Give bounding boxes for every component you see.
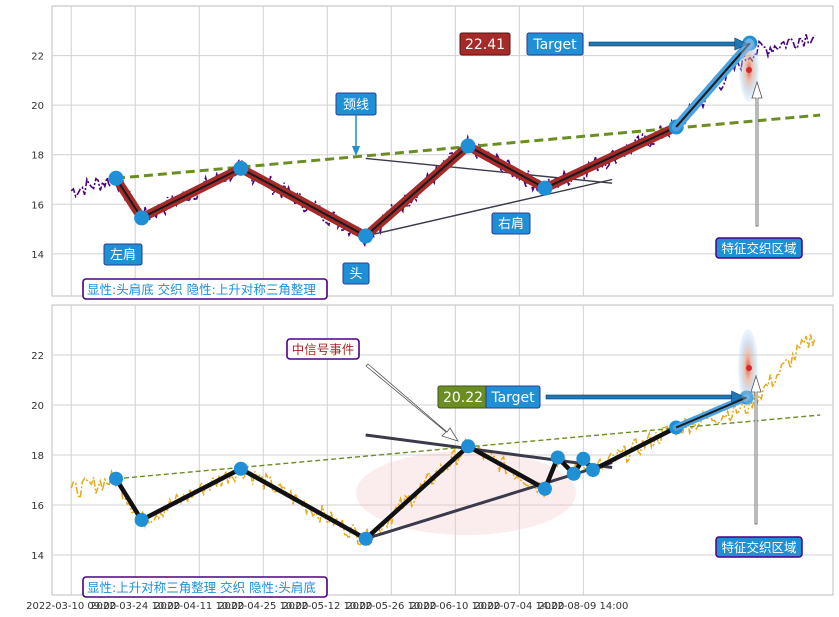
- top-target-arrow: [588, 37, 755, 132]
- top-feature-zone-callout: 特征交织区域: [715, 80, 803, 259]
- bottom-target-badge: Target: [485, 385, 541, 409]
- bottom-feature-zone-label: 特征交织区域: [721, 540, 796, 555]
- bottom-feature-zone-center: [746, 365, 752, 371]
- pattern-point: [358, 531, 373, 546]
- top-target-label: Target: [532, 37, 577, 53]
- signal-event-callout: 中信号事件: [286, 338, 459, 442]
- bottom-y-tick-labels: 14 16 18 20 22: [31, 351, 44, 562]
- target-arrow-head: [734, 37, 749, 51]
- pattern-point: [134, 513, 149, 527]
- pattern-point: [550, 450, 565, 465]
- left-shoulder-label: 左肩: [110, 247, 136, 263]
- bottom-summary-text: 显性:上升对称三角整理 交织 隐性:头肩底: [87, 580, 316, 595]
- bottom-panel: 14 16 18 20 22 中信号事件 20.22 Target 特征交织区域: [31, 304, 834, 598]
- y-tick-label: 14: [31, 551, 44, 562]
- pattern-point: [566, 466, 581, 481]
- y-tick-label: 20: [31, 101, 44, 112]
- bottom-price-badge: 20.22: [437, 385, 490, 409]
- y-tick-label: 22: [31, 351, 44, 362]
- x-tick-label: 2022-03-24 10:00: [90, 601, 180, 612]
- target-arrow-shaft: [545, 394, 733, 400]
- pattern-point: [108, 170, 124, 186]
- bottom-target-label: Target: [490, 390, 535, 406]
- pattern-point: [460, 138, 476, 154]
- top-target-badge: Target: [526, 32, 584, 56]
- top-feature-zone-label: 特征交织区域: [721, 241, 796, 256]
- top-plot-area: [51, 5, 834, 297]
- top-price-value: 22.41: [465, 37, 505, 53]
- head-label: 头: [349, 267, 362, 282]
- y-tick-label: 20: [31, 401, 44, 412]
- x-tick-label: 2022-05-12 10:00: [282, 601, 372, 612]
- bottom-plot-area: [51, 304, 834, 596]
- bottom-signal-zone: [356, 451, 576, 535]
- x-tick-label: 2022-08-09 14:00: [538, 601, 628, 612]
- top-pattern-points: [108, 35, 758, 244]
- top-feature-zone-center: [746, 67, 752, 73]
- neckline-label: 颈线: [343, 98, 369, 113]
- left-shoulder-callout: 左肩: [103, 243, 143, 266]
- y-tick-label: 16: [31, 200, 44, 211]
- signal-event-label: 中信号事件: [292, 342, 355, 357]
- pattern-point: [109, 471, 124, 486]
- bottom-triangle-upper-line: [365, 433, 613, 469]
- bottom-price-value: 20.22: [443, 390, 483, 406]
- head-callout: 头: [342, 262, 370, 285]
- target-segment-core: [675, 396, 747, 429]
- bottom-pattern-points: [109, 390, 754, 546]
- neckline-callout: 颈线: [335, 92, 377, 156]
- pattern-point: [461, 439, 476, 454]
- pattern-point: [233, 461, 248, 476]
- bottom-target-arrow: [545, 390, 751, 431]
- x-tick-label: 2022-06-10 10:00: [410, 601, 500, 612]
- target-arrow-head: [731, 390, 746, 404]
- top-summary-text: 显性:头肩底 交织 隐性:上升对称三角整理: [87, 282, 316, 297]
- y-tick-label: 14: [31, 250, 44, 261]
- target-arrow-shaft: [588, 41, 737, 47]
- top-price-badge: 22.41: [459, 32, 511, 56]
- y-tick-label: 18: [31, 151, 44, 162]
- x-tick-label: 2022-05-26 10:00: [346, 601, 436, 612]
- top-y-tick-labels: 14 16 18 20 22: [31, 52, 44, 261]
- x-tick-label: 2022-07-04 14:00: [474, 601, 564, 612]
- bottom-summary-box: 显性:上升对称三角整理 交织 隐性:头肩底: [82, 576, 328, 598]
- pattern-point: [233, 160, 249, 176]
- pattern-point: [537, 180, 553, 196]
- x-tick-label: 2022-04-25 10:00: [218, 601, 308, 612]
- pattern-point: [134, 210, 150, 226]
- y-tick-label: 16: [31, 501, 44, 512]
- right-shoulder-label: 右肩: [498, 216, 524, 232]
- pattern-point: [358, 228, 374, 244]
- top-triangle-lower-line: [365, 178, 613, 237]
- pattern-point: [576, 451, 591, 466]
- bottom-feature-zone-callout: 特征交织区域: [715, 374, 803, 558]
- pattern-point: [585, 463, 600, 477]
- top-summary-box: 显性:头肩底 交织 隐性:上升对称三角整理: [82, 278, 328, 300]
- y-tick-label: 22: [31, 52, 44, 63]
- x-tick-label: 2022-04-11 10:00: [154, 601, 244, 612]
- x-tick-label: 2022-03-10 09:00: [26, 601, 116, 612]
- pattern-point: [537, 481, 552, 496]
- target-segment-core: [675, 42, 751, 128]
- y-tick-label: 18: [31, 451, 44, 462]
- right-shoulder-callout: 右肩: [491, 212, 531, 235]
